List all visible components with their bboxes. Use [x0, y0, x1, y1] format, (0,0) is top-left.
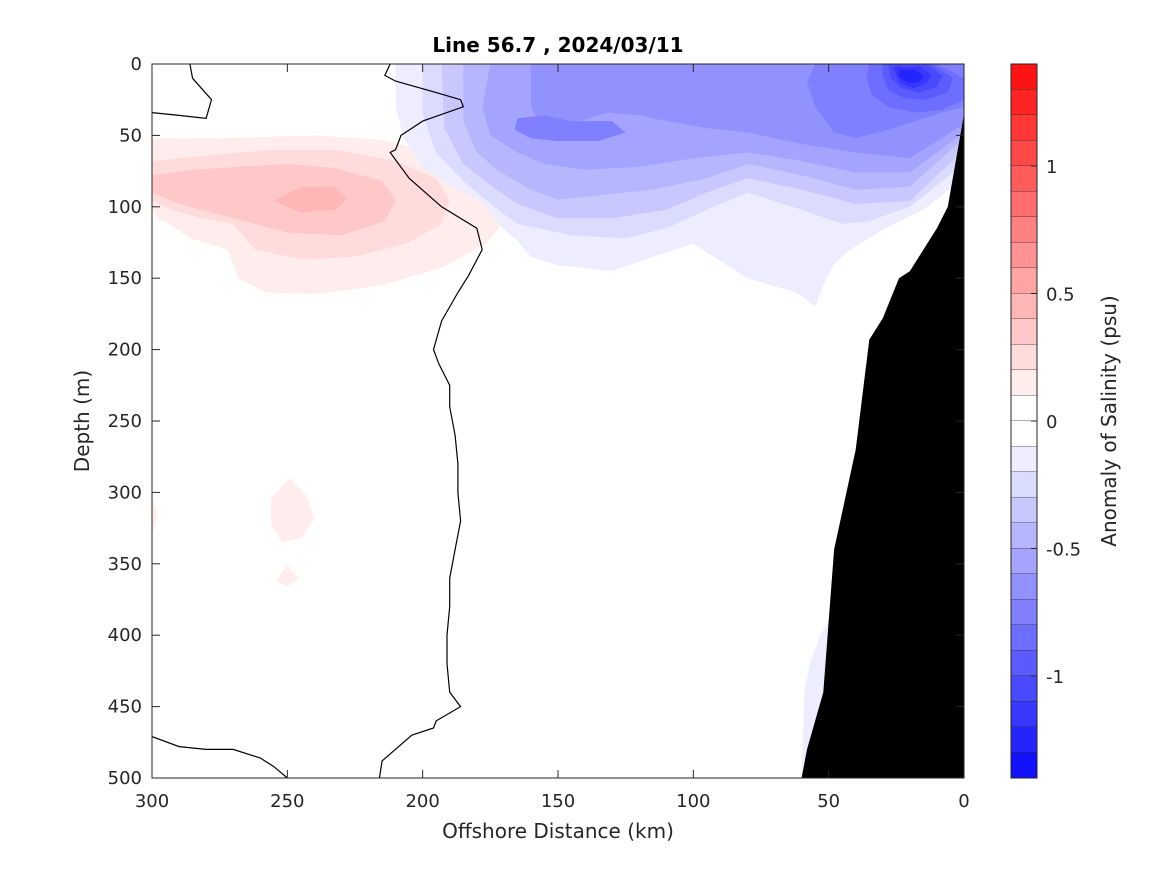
x-tick-label: 300 [135, 791, 169, 812]
colorbar-swatch [1011, 574, 1037, 600]
colorbar-swatch [1011, 497, 1037, 524]
colorbar-tick-label: -0.5 [1046, 540, 1081, 561]
y-tick-label: 0 [131, 54, 142, 75]
colorbar-swatch [1011, 268, 1037, 294]
x-tick-label: 250 [270, 791, 304, 812]
y-tick-label: 150 [108, 268, 142, 289]
colorbar-swatch [1011, 344, 1037, 371]
positive-anomaly-region-2 [152, 164, 396, 236]
colorbar-swatch [1011, 115, 1037, 141]
colorbar-swatch [1011, 166, 1037, 192]
zero-contour-0 [152, 64, 213, 119]
colorbar-swatch [1011, 625, 1037, 651]
bathymetry-land-mask [801, 114, 964, 778]
colorbar-swatch [1011, 191, 1037, 218]
negative-anomaly-region-7 [514, 115, 626, 142]
x-tick-label: 150 [541, 791, 575, 812]
colorbar-swatch [1011, 370, 1037, 396]
colorbar-swatch [1011, 140, 1037, 167]
colorbar-swatch [1011, 752, 1037, 779]
zero-contour-2 [152, 736, 288, 778]
colorbar-swatch [1011, 523, 1037, 549]
axis-ticks: 300 250 200 150 100 50 00501001502002503003504… [108, 54, 970, 812]
colorbar-swatch [1011, 599, 1037, 626]
x-tick-label: 100 [676, 791, 710, 812]
colorbar-swatch [1011, 395, 1037, 422]
colorbar-swatch [1011, 64, 1037, 90]
colorbar-swatch [1011, 650, 1037, 677]
chart-title: Line 56.7 , 2024/03/11 [432, 33, 683, 57]
colorbar-tick-label: 1 [1046, 157, 1057, 178]
colorbar-swatch [1011, 421, 1037, 447]
colorbar-swatch [1011, 319, 1037, 345]
zero-contour-1 [378, 64, 483, 778]
colorbar-swatch [1011, 446, 1037, 473]
colorbar-swatch [1011, 293, 1037, 320]
positive-anomaly-region-4 [271, 478, 315, 543]
land-mask [801, 114, 964, 778]
colorbar-swatch [1011, 701, 1037, 728]
y-tick-label: 200 [108, 340, 142, 361]
plot-area: 300 250 200 150 100 50 00501001502002503003504… [108, 54, 970, 812]
x-tick-label: 200 [405, 791, 439, 812]
x-tick-label: 0 [958, 791, 969, 812]
colorbar-ticks: 1 0.5 0 -0.5 -1 [1031, 157, 1081, 688]
y-tick-label: 350 [108, 554, 142, 575]
negative-anomaly-region-12 [899, 69, 924, 83]
colorbar: 1 0.5 0 -0.5 -1 Anomaly of Salinity (psu) [1010, 63, 1121, 779]
colorbar-tick-label: -1 [1046, 667, 1064, 688]
x-axis-label: Offshore Distance (km) [442, 819, 674, 843]
colorbar-swatches [1011, 64, 1037, 779]
x-tick-label: 50 [817, 791, 840, 812]
y-tick-label: 250 [108, 411, 142, 432]
colorbar-swatch [1011, 727, 1037, 753]
colorbar-swatch [1011, 548, 1037, 575]
positive-anomaly-region-5 [276, 565, 299, 587]
colorbar-tick-label: 0.5 [1046, 285, 1075, 306]
positive-anomaly-region-6 [152, 495, 158, 536]
zero-contour-lines [152, 64, 483, 778]
y-tick-label: 100 [108, 197, 142, 218]
y-tick-label: 300 [108, 482, 142, 503]
colorbar-swatch [1011, 89, 1037, 116]
colorbar-swatch [1011, 676, 1037, 702]
y-tick-label: 500 [108, 768, 142, 789]
colorbar-swatch [1011, 217, 1037, 243]
colorbar-label: Anomaly of Salinity (psu) [1097, 295, 1121, 546]
positive-anomaly-region-3 [273, 186, 347, 213]
y-tick-label: 450 [108, 697, 142, 718]
y-tick-label: 400 [108, 625, 142, 646]
y-axis-label: Depth (m) [70, 370, 94, 472]
colorbar-swatch [1011, 472, 1037, 498]
y-tick-label: 50 [119, 125, 142, 146]
colorbar-tick-label: 0 [1046, 412, 1057, 433]
colorbar-swatch [1011, 242, 1037, 269]
